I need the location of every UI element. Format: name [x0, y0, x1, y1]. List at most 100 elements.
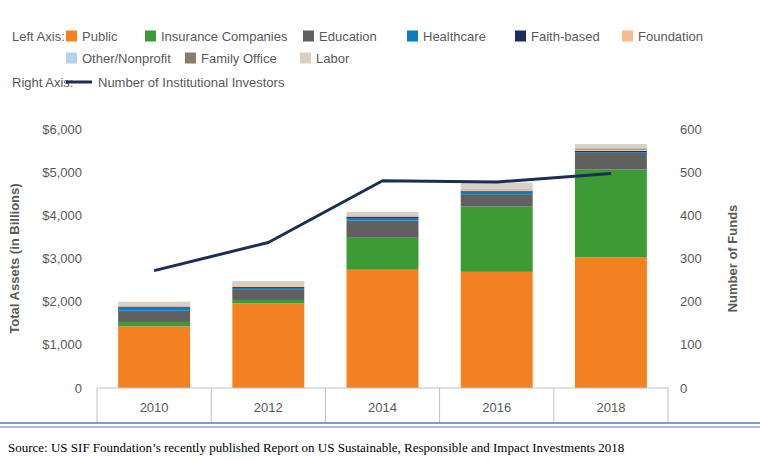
- y2-tick-label: 400: [680, 208, 702, 223]
- x-divider: [211, 388, 212, 423]
- bar: [118, 307, 190, 308]
- x-tick-label: 2010: [140, 400, 169, 415]
- source: Source: US SIF Foundation’s recently pub…: [8, 440, 624, 455]
- legend-label: Healthcare: [423, 29, 486, 44]
- bar: [461, 194, 533, 207]
- y2-tick-label: 500: [680, 165, 702, 180]
- y2-tick: [668, 215, 671, 216]
- y-tick-label: $5,000: [42, 165, 82, 180]
- bar: [575, 144, 647, 148]
- x-tick-label: 2014: [368, 400, 397, 415]
- legend-label: Number of Institutional Investors: [98, 75, 285, 90]
- legend-swatch: [407, 31, 418, 42]
- legend-label: Foundation: [638, 29, 703, 44]
- chart: 0$1,000$2,000$3,000$4,000$5,000$6,000010…: [0, 0, 760, 461]
- x-divider: [553, 388, 554, 423]
- y-tick: [94, 172, 97, 173]
- bar: [461, 189, 533, 190]
- y-tick: [94, 215, 97, 216]
- y2-tick-label: 300: [680, 251, 702, 266]
- bar: [347, 238, 419, 270]
- bar: [232, 281, 304, 285]
- x-divider: [439, 388, 440, 423]
- y2-tick: [668, 129, 671, 130]
- line: [154, 173, 611, 270]
- bar: [575, 148, 647, 149]
- y2-tick-label: 600: [680, 122, 702, 137]
- x-tick-label: 2012: [254, 400, 283, 415]
- y2-tick: [668, 258, 671, 259]
- bar: [347, 217, 419, 218]
- bar: [461, 190, 533, 192]
- bar: [461, 190, 533, 192]
- legend-label: Education: [319, 29, 377, 44]
- bar: [118, 302, 190, 305]
- legend-label: Faith-based: [531, 29, 600, 44]
- y-tick-label: $4,000: [42, 208, 82, 223]
- x-axis: [97, 388, 668, 389]
- bar: [232, 285, 304, 287]
- bar: [232, 288, 304, 289]
- bar: [118, 322, 190, 326]
- y-tick: [94, 301, 97, 302]
- bar: [347, 221, 419, 238]
- y-tick-label: $3,000: [42, 251, 82, 266]
- legend-label: Public: [82, 29, 118, 44]
- bar: [461, 192, 533, 195]
- y2-tick-label: 0: [680, 381, 687, 396]
- y-tick: [94, 258, 97, 259]
- legend-swatch: [515, 31, 526, 42]
- y2-tick: [668, 344, 671, 345]
- bar: [575, 154, 647, 170]
- legend-swatch: [66, 31, 77, 42]
- legend-heading: Left Axis:: [12, 29, 65, 44]
- x-divider: [97, 388, 98, 423]
- bar: [575, 152, 647, 154]
- x-tick-label: 2016: [482, 400, 511, 415]
- y2-tick: [668, 301, 671, 302]
- y2-tick-label: 100: [680, 337, 702, 352]
- y2-axis-title: Number of Funds: [725, 205, 740, 313]
- bar: [575, 150, 647, 152]
- y-tick: [94, 344, 97, 345]
- rule: [0, 427, 760, 428]
- y-tick-label: $2,000: [42, 294, 82, 309]
- bar: [347, 218, 419, 221]
- y2-tick: [668, 172, 671, 173]
- y2-tick-label: 200: [680, 294, 702, 309]
- bar: [118, 326, 190, 388]
- bar: [575, 170, 647, 258]
- bar: [232, 289, 304, 300]
- plot-area: [118, 144, 647, 388]
- bar: [232, 286, 304, 287]
- legend-label: Family Office: [201, 51, 277, 66]
- bar: [575, 151, 647, 152]
- legend-swatch: [66, 81, 92, 84]
- legend-swatch: [300, 53, 311, 64]
- x-divider: [325, 388, 326, 423]
- x-tick-label: 2018: [596, 400, 625, 415]
- bar: [347, 212, 419, 215]
- rule: [0, 422, 760, 424]
- bar: [461, 207, 533, 272]
- bar: [347, 270, 419, 388]
- bar: [118, 311, 190, 322]
- legend-label: Insurance Companies: [161, 29, 288, 44]
- y-tick-label: $6,000: [42, 122, 82, 137]
- y-axis-title: Total Assets (in Billions): [7, 183, 22, 333]
- x-divider: [668, 388, 669, 423]
- y-tick: [94, 129, 97, 130]
- bar: [118, 308, 190, 311]
- legend-swatch: [185, 53, 196, 64]
- bar: [575, 149, 647, 150]
- bar: [347, 215, 419, 217]
- bar: [232, 303, 304, 388]
- legend-swatch: [622, 31, 633, 42]
- y-tick-label: $1,000: [42, 337, 82, 352]
- legend-swatch: [66, 53, 77, 64]
- bar: [232, 286, 304, 288]
- bar: [461, 272, 533, 388]
- bar: [575, 257, 647, 388]
- bar: [232, 300, 304, 303]
- legend-label: Other/Nonprofit: [82, 51, 171, 66]
